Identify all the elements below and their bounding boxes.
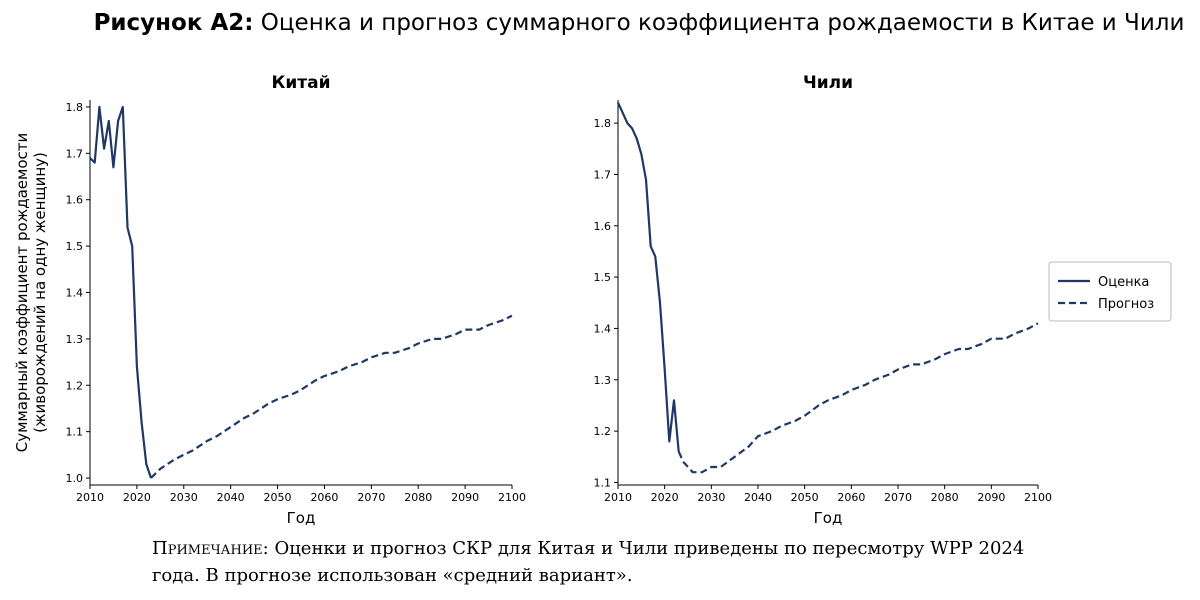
x-tick-label: 2050 bbox=[791, 491, 819, 504]
panel-title-china: Китай bbox=[271, 73, 330, 93]
y-tick-label: 1.4 bbox=[66, 287, 84, 300]
x-tick-label: 2030 bbox=[170, 491, 198, 504]
chart-panel-chile: Чили 2010 2020 2030 2040 2050 2060 2070 2080 2090… bbox=[594, 73, 1053, 527]
x-tick-label: 2010 bbox=[604, 491, 632, 504]
y-tick-label: 1.2 bbox=[66, 379, 84, 392]
figure-title-bold: Рисунок А2: bbox=[93, 10, 254, 36]
panel-title-chile: Чили bbox=[803, 73, 853, 93]
figure-title: Рисунок А2: Оценка и прогноз суммарного … bbox=[0, 10, 1200, 36]
figure-title-text: Оценка и прогноз суммарного коэффициента… bbox=[260, 10, 1185, 36]
legend-label-forecast: Прогноз bbox=[1098, 297, 1154, 312]
y-axis-label: Суммарный коэффициент рождаемости(живоро… bbox=[13, 133, 49, 452]
x-tick-label: 2070 bbox=[357, 491, 385, 504]
chart-panel-china: Китай 2010 2020 2030 2040 2050 2060 2070 2080 209… bbox=[13, 73, 526, 527]
x-tick-label: 2010 bbox=[76, 491, 104, 504]
y-tick-label: 1.2 bbox=[594, 425, 612, 438]
y-tick-label: 1.6 bbox=[66, 194, 84, 207]
x-tick-label: 2040 bbox=[744, 491, 772, 504]
y-tick-label: 1.1 bbox=[66, 426, 84, 439]
series-line-estimate bbox=[617, 102, 680, 452]
y-tick-label: 1.6 bbox=[594, 220, 612, 233]
x-axis-label: Год bbox=[814, 509, 843, 527]
note-label: Примечание: bbox=[152, 538, 269, 559]
y-tick-label: 1.7 bbox=[594, 168, 612, 181]
x-tick-label: 2100 bbox=[498, 491, 526, 504]
y-tick-label: 1.7 bbox=[66, 147, 84, 160]
x-tick-label: 2030 bbox=[697, 491, 725, 504]
x-tick-label: 2060 bbox=[837, 491, 865, 504]
x-tick-label: 2020 bbox=[123, 491, 151, 504]
series-line-forecast bbox=[150, 314, 513, 479]
x-tick-label: 2050 bbox=[264, 491, 292, 504]
y-tick-label: 1.8 bbox=[594, 117, 612, 130]
x-tick-label: 2090 bbox=[451, 491, 479, 504]
y-tick-label: 1.0 bbox=[66, 472, 84, 485]
x-axis-label: Год bbox=[287, 509, 316, 527]
series-line-estimate bbox=[89, 105, 153, 479]
legend-box bbox=[1048, 261, 1172, 322]
legend-label-estimate: Оценка bbox=[1098, 275, 1149, 290]
x-tick-label: 2040 bbox=[217, 491, 245, 504]
x-tick-label: 2020 bbox=[651, 491, 679, 504]
x-tick-label: 2090 bbox=[977, 491, 1005, 504]
y-tick-label: 1.1 bbox=[594, 476, 612, 489]
figure-note: Примечание: Оценки и прогноз СКР для Кит… bbox=[152, 535, 1052, 589]
y-tick-label: 1.3 bbox=[594, 374, 612, 387]
y-tick-label: 1.5 bbox=[594, 271, 612, 284]
x-tick-label: 2100 bbox=[1024, 491, 1052, 504]
x-tick-label: 2080 bbox=[404, 491, 432, 504]
y-axis-label-line: Суммарный коэффициент рождаемости bbox=[13, 133, 31, 452]
x-tick-label: 2080 bbox=[931, 491, 959, 504]
note-text: Оценки и прогноз СКР для Китая и Чили пр… bbox=[152, 538, 1025, 586]
legend: Оценка Прогноз bbox=[1048, 261, 1172, 322]
y-tick-label: 1.8 bbox=[66, 101, 84, 114]
series-line-forecast bbox=[677, 322, 1039, 474]
y-tick-label: 1.3 bbox=[66, 333, 84, 346]
y-tick-label: 1.5 bbox=[66, 240, 84, 253]
x-tick-label: 2070 bbox=[884, 491, 912, 504]
y-tick-label: 1.4 bbox=[594, 322, 612, 335]
x-tick-label: 2060 bbox=[310, 491, 338, 504]
y-axis-label-line: (живорождений на одну женщину) bbox=[31, 152, 49, 433]
